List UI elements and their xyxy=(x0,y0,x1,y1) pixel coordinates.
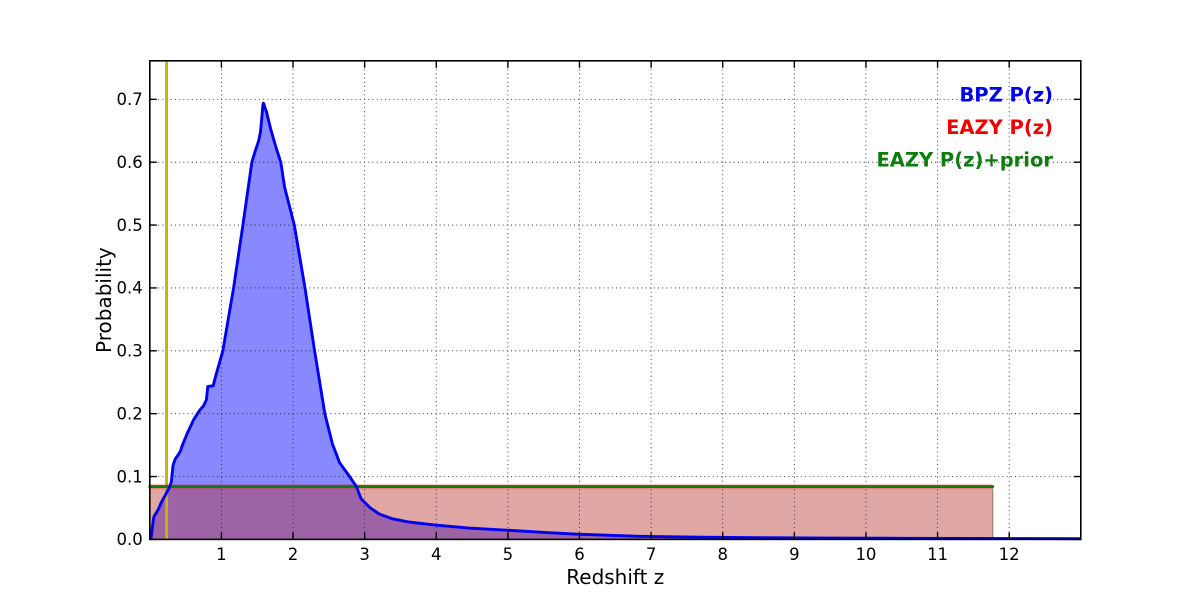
axis-labels-layer: Redshift z Probability xyxy=(92,247,664,589)
legend-entry: BPZ P(z) xyxy=(959,84,1053,107)
bpz-pz-line xyxy=(148,101,1081,541)
axes-frame-layer xyxy=(149,59,1082,541)
x-tick-label: 11 xyxy=(927,545,948,564)
y-tick-label: 0.5 xyxy=(117,216,143,235)
y-tick-label: 0.2 xyxy=(117,404,143,423)
bpz-pz-fill xyxy=(150,103,1081,540)
x-tick-label: 2 xyxy=(288,545,299,564)
y-tick-label: 0.6 xyxy=(117,153,143,172)
legend: BPZ P(z) EAZY P(z) EAZY P(z)+prior xyxy=(876,84,1053,172)
y-tick-label: 0.3 xyxy=(117,342,143,361)
eazy-pz-fill xyxy=(149,486,993,540)
ticks-layer xyxy=(149,60,1081,541)
tick-labels-layer: 1 2 3 4 5 6 7 8 9 10 11 120.00.10.20.30.40.50.60.7 xyxy=(117,90,1020,564)
x-axis-label: Redshift z xyxy=(566,565,664,589)
legend-entry: EAZY P(z)+prior xyxy=(876,149,1053,172)
x-tick-label: 8 xyxy=(717,545,728,564)
y-tick-label: 0.0 xyxy=(117,530,143,549)
y-tick-label: 0.1 xyxy=(117,467,143,486)
y-tick-label: 0.4 xyxy=(117,279,143,298)
x-tick-label: 6 xyxy=(574,545,585,564)
x-tick-label: 9 xyxy=(789,545,800,564)
y-tick-label: 0.7 xyxy=(117,90,143,109)
x-tick-label: 5 xyxy=(503,545,514,564)
x-tick-label: 1 xyxy=(216,545,227,564)
legend-entry: EAZY P(z) xyxy=(946,116,1053,139)
x-tick-label: 3 xyxy=(359,545,370,564)
x-tick-label: 7 xyxy=(646,545,657,564)
x-tick-label: 10 xyxy=(855,545,876,564)
x-tick-label: 4 xyxy=(431,545,442,564)
curve-lines-layer xyxy=(148,61,1081,541)
axes-frame xyxy=(149,59,1082,541)
curve-fills-layer xyxy=(149,103,1081,540)
y-axis-label: Probability xyxy=(92,247,116,353)
x-tick-label: 12 xyxy=(999,545,1020,564)
